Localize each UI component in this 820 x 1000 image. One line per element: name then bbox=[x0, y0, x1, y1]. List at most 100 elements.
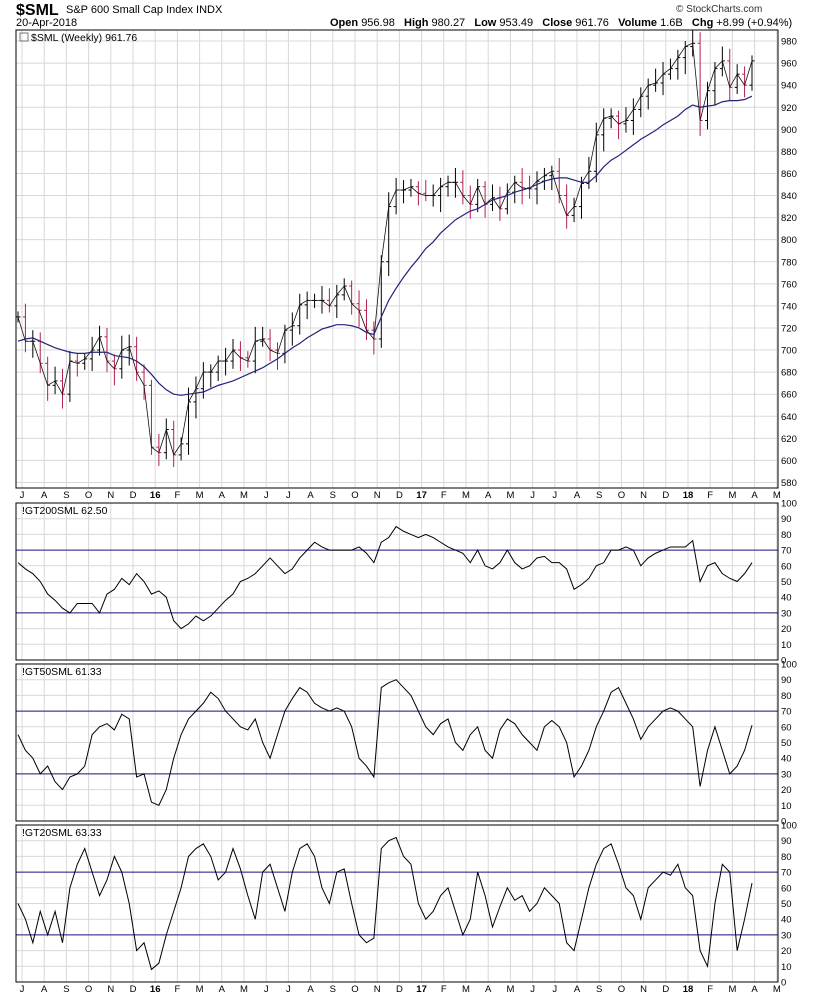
x-tick-label: A bbox=[307, 984, 314, 995]
x-tick-label: O bbox=[351, 984, 358, 995]
panel-border bbox=[15, 29, 779, 489]
y-tick-label: 60 bbox=[781, 883, 792, 894]
y-tick-label: 840 bbox=[781, 191, 797, 202]
panel-title: !GT50SML 61.33 bbox=[22, 666, 102, 678]
price-bar bbox=[148, 379, 154, 455]
low-value: 953.49 bbox=[499, 17, 534, 29]
x-tick-label: A bbox=[41, 984, 48, 995]
y-tick-label: 720 bbox=[781, 323, 797, 334]
open-value: 956.98 bbox=[361, 17, 395, 29]
x-tick-label: S bbox=[63, 984, 69, 995]
price-bar bbox=[178, 437, 184, 461]
y-tick-label: 100 bbox=[781, 660, 797, 671]
y-tick-label: 80 bbox=[781, 852, 792, 863]
x-tick-label: A bbox=[485, 490, 492, 501]
price-bar bbox=[245, 351, 251, 368]
y-tick-label: 90 bbox=[781, 675, 792, 686]
price-bar bbox=[667, 58, 673, 80]
chart-date: 20-Apr-2018 bbox=[16, 17, 78, 29]
price-bar bbox=[401, 180, 407, 204]
y-tick-label: 10 bbox=[781, 801, 792, 812]
y-tick-label: 880 bbox=[781, 147, 797, 158]
price-bar bbox=[616, 110, 622, 140]
y-tick-label: 620 bbox=[781, 434, 797, 445]
y-tick-label: 780 bbox=[781, 257, 797, 268]
y-tick-label: 30 bbox=[781, 930, 792, 941]
price-bar bbox=[638, 87, 644, 118]
price-bar bbox=[734, 64, 740, 95]
chart-symbol: $SML bbox=[16, 2, 59, 19]
price-bar bbox=[163, 418, 169, 460]
price-bar bbox=[564, 184, 570, 229]
panel-border bbox=[15, 824, 779, 983]
x-tick-label: O bbox=[618, 984, 625, 995]
x-tick-label: 18 bbox=[683, 984, 694, 995]
x-tick-label: J bbox=[530, 490, 535, 501]
price-bar bbox=[645, 78, 651, 110]
price-bar bbox=[660, 62, 666, 96]
y-tick-label: 10 bbox=[781, 640, 792, 651]
y-tick-label: 60 bbox=[781, 722, 792, 733]
x-tick-label: J bbox=[286, 984, 291, 995]
y-tick-label: 100 bbox=[781, 499, 797, 510]
y-tick-label: 860 bbox=[781, 169, 797, 180]
x-tick-label: D bbox=[396, 984, 403, 995]
y-tick-label: 660 bbox=[781, 390, 797, 401]
y-tick-label: 700 bbox=[781, 346, 797, 357]
x-tick-label: J bbox=[20, 984, 25, 995]
price-bar bbox=[267, 329, 273, 362]
price-bar bbox=[541, 167, 547, 191]
price-bar bbox=[438, 177, 444, 213]
chart-description: S&P 600 Small Cap Index INDX bbox=[66, 4, 222, 16]
x-tick-label: J bbox=[286, 490, 291, 501]
open-label: Open bbox=[330, 17, 359, 29]
low-label: Low bbox=[474, 17, 497, 29]
price-bar bbox=[504, 183, 510, 215]
x-tick-label: O bbox=[351, 490, 358, 501]
y-tick-label: 70 bbox=[781, 707, 792, 718]
x-tick-label: S bbox=[330, 490, 336, 501]
price-bar bbox=[727, 48, 733, 101]
x-tick-label: M bbox=[462, 490, 470, 501]
y-tick-label: 0 bbox=[781, 817, 786, 828]
price-bar bbox=[134, 336, 140, 381]
price-bar bbox=[186, 387, 192, 455]
x-tick-label: N bbox=[374, 984, 381, 995]
x-tick-label: A bbox=[574, 984, 581, 995]
panel-title: !GT20SML 63.33 bbox=[22, 827, 102, 839]
y-tick-label: 820 bbox=[781, 213, 797, 224]
x-tick-label: O bbox=[85, 984, 92, 995]
x-tick-label: A bbox=[307, 490, 314, 501]
y-tick-label: 30 bbox=[781, 608, 792, 619]
y-tick-label: 920 bbox=[781, 103, 797, 114]
x-tick-label: F bbox=[174, 490, 180, 501]
x-tick-label: M bbox=[462, 984, 470, 995]
price-bar bbox=[534, 171, 540, 205]
price-bar bbox=[289, 312, 295, 346]
exchange-label: INDX bbox=[196, 4, 223, 16]
price-bar bbox=[82, 353, 88, 370]
high-label: High bbox=[404, 17, 429, 29]
x-tick-label: F bbox=[441, 490, 447, 501]
x-tick-label: M bbox=[506, 490, 514, 501]
price-bar bbox=[319, 286, 325, 314]
x-tick-label: M bbox=[506, 984, 514, 995]
panel-title: $SML (Weekly) 961.76 bbox=[31, 32, 137, 44]
x-tick-label: J bbox=[20, 490, 25, 501]
price-bar bbox=[230, 339, 236, 369]
x-tick-label: F bbox=[707, 984, 713, 995]
x-tick-label: J bbox=[264, 984, 269, 995]
x-tick-label: A bbox=[751, 490, 758, 501]
x-tick-label: N bbox=[107, 984, 114, 995]
y-tick-label: 50 bbox=[781, 738, 792, 749]
x-tick-label: D bbox=[662, 984, 669, 995]
y-tick-label: 90 bbox=[781, 514, 792, 525]
x-tick-label: 17 bbox=[416, 984, 427, 995]
y-tick-label: 980 bbox=[781, 37, 797, 48]
x-tick-label: M bbox=[240, 984, 248, 995]
y-tick-label: 30 bbox=[781, 769, 792, 780]
price-bar bbox=[304, 291, 310, 320]
price-bar bbox=[74, 353, 80, 377]
y-tick-label: 100 bbox=[781, 821, 797, 832]
price-bar bbox=[111, 354, 117, 386]
